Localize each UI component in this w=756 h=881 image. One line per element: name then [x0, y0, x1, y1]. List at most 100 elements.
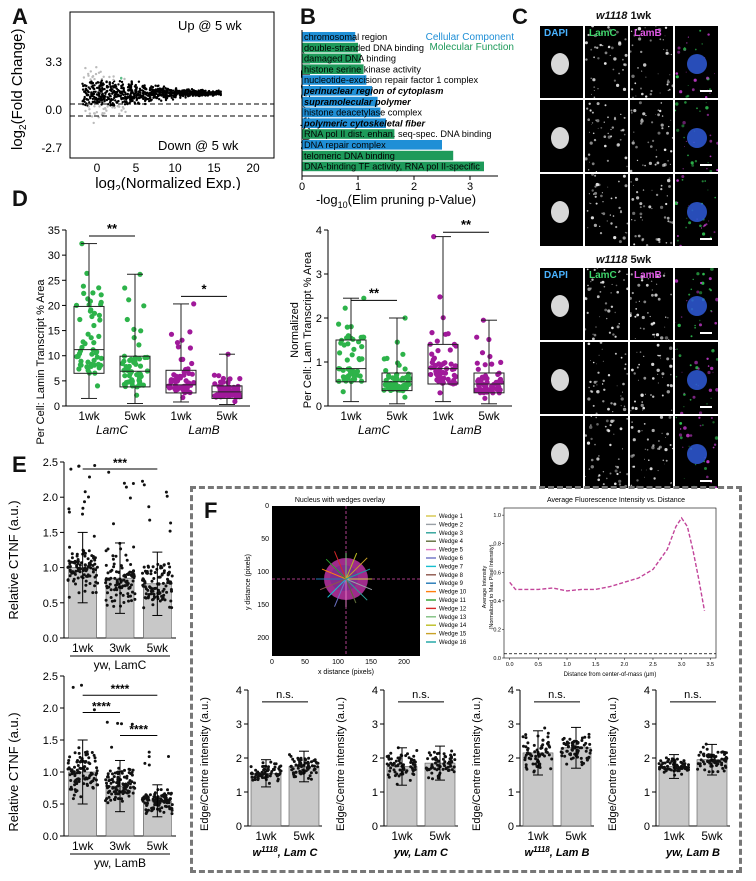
- panel-d-boxplots: Per Cell: Lamin Transcript % Area 051015…: [35, 217, 512, 445]
- ma-point: [90, 91, 93, 94]
- edge-point: [398, 761, 402, 765]
- ytick: 1.0: [43, 767, 58, 779]
- edge-point: [561, 746, 564, 750]
- box-point: [168, 377, 174, 383]
- go-bar: [302, 107, 381, 118]
- transcript-spot: [592, 361, 595, 364]
- transcript-spot: [613, 402, 617, 406]
- ma-point: [86, 89, 89, 92]
- transcript-spot: [601, 44, 604, 47]
- merge-spot: [716, 168, 718, 172]
- transcript-spot: [652, 395, 655, 398]
- box-point: [356, 339, 362, 345]
- transcript-spot: [600, 194, 603, 198]
- ytick: 2.0: [43, 492, 58, 504]
- transcript-spot: [633, 372, 636, 375]
- merge-spot: [683, 392, 685, 394]
- merge-spot: [712, 446, 715, 449]
- ctnf-point: [158, 591, 162, 595]
- merge-spot: [675, 109, 677, 112]
- merge-spot: [690, 335, 693, 338]
- ma-point: [90, 93, 93, 96]
- ctnf-point: [130, 599, 133, 603]
- channel-label: DAPI: [544, 28, 568, 39]
- ma-point: [130, 81, 133, 84]
- ctnf-point: [130, 722, 134, 726]
- transcript-spot: [648, 161, 652, 165]
- merge-spot: [694, 324, 696, 327]
- edge-point: [720, 761, 724, 765]
- transcript-spot: [636, 351, 638, 353]
- transcript-spot: [634, 400, 636, 403]
- ctnf-point: [163, 598, 167, 602]
- transcript-spot: [624, 363, 627, 366]
- transcript-spot: [593, 268, 596, 271]
- box-iqr: [473, 372, 505, 394]
- box-point: [127, 370, 133, 377]
- edge-point: [565, 762, 569, 766]
- micrograph-tile: [540, 100, 583, 172]
- edge-point: [387, 763, 391, 767]
- edge-point: [442, 752, 446, 756]
- ctnf-point: [166, 579, 170, 583]
- transcript-spot: [651, 362, 655, 366]
- box-point: [343, 378, 349, 384]
- edge-point: [534, 757, 538, 761]
- transcript-spot: [665, 437, 666, 438]
- ctnf-point: [86, 784, 89, 787]
- panel-b-legend-cc: Cellular Component: [426, 32, 515, 43]
- transcript-spot: [632, 211, 636, 215]
- ctnf-point: [164, 490, 168, 494]
- edge-point: [257, 772, 261, 776]
- edge-point: [578, 746, 582, 750]
- ctnf-point: [150, 579, 154, 583]
- ma-point: [101, 84, 104, 87]
- ctnf-point: [128, 779, 132, 782]
- panel-a-ytick: -2.7: [41, 141, 62, 155]
- transcript-spot: [598, 44, 600, 46]
- ma-point: [165, 93, 168, 96]
- ytick: 3: [316, 269, 322, 281]
- go-bar: [302, 161, 484, 172]
- ytick: 0: [372, 821, 378, 833]
- ctnf-point: [142, 565, 146, 569]
- transcript-spot: [630, 484, 633, 487]
- ctnf-point: [121, 782, 125, 786]
- transcript-spot: [655, 193, 659, 197]
- transcript-spot: [615, 465, 617, 468]
- transcript-spot: [660, 188, 663, 191]
- ctnf-point: [104, 581, 108, 585]
- wedge-line: [345, 578, 368, 601]
- transcript-spot: [587, 287, 591, 291]
- micrograph-image: [675, 29, 715, 98]
- ma-point: [81, 82, 84, 86]
- edge-point: [576, 741, 580, 744]
- transcript-spot: [591, 174, 594, 176]
- merge-spot: [683, 406, 685, 408]
- transcript-spot: [649, 467, 653, 471]
- transcript-spot: [645, 283, 649, 287]
- ma-point: [172, 95, 176, 99]
- transcript-spot: [642, 327, 645, 330]
- xtick: 5wk: [147, 839, 169, 853]
- transcript-spot: [667, 220, 670, 223]
- ma-point: [105, 109, 108, 112]
- ctnf-point: [113, 588, 116, 592]
- legend-entry: Wedge 5: [439, 548, 464, 554]
- edge-point: [682, 759, 686, 763]
- box-point: [137, 363, 144, 369]
- edge-point: [724, 751, 728, 755]
- edge-point: [441, 767, 445, 771]
- go-bar-label: RNA pol II dist. enhan. seq-spec. DNA bi…: [304, 129, 491, 139]
- transcript-spot: [610, 128, 612, 131]
- edge-point: [696, 767, 700, 771]
- panel-label-f: F: [204, 498, 218, 523]
- merge-spot: [710, 310, 713, 313]
- edge-point: [675, 757, 679, 761]
- transcript-spot: [620, 397, 624, 401]
- ctnf-point: [84, 583, 88, 587]
- transcript-spot: [636, 313, 640, 317]
- transcript-spot: [605, 419, 609, 423]
- box-point: [78, 362, 84, 368]
- ctnf-point: [122, 601, 126, 604]
